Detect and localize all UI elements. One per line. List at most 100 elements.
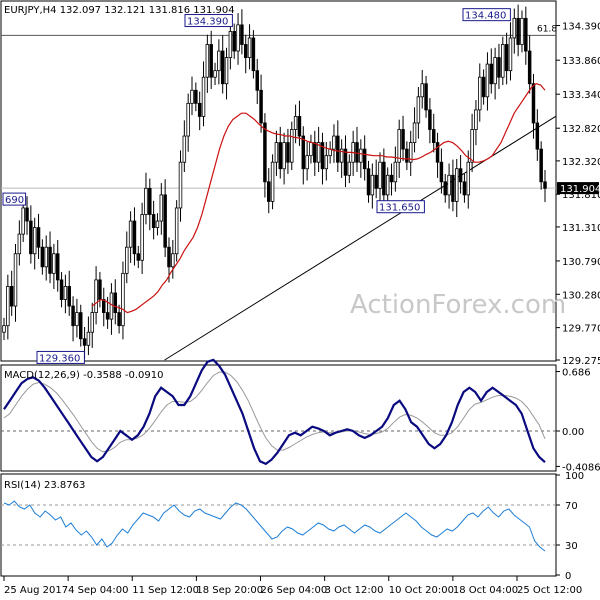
candle — [370, 163, 375, 209]
candle-body — [174, 207, 179, 255]
price-axis-tick-label: 132.320 — [562, 157, 600, 168]
candle-body — [52, 253, 56, 274]
candle-body — [462, 181, 467, 196]
candle-body — [397, 129, 401, 163]
candle — [259, 74, 263, 133]
candle-body — [247, 37, 252, 58]
candle-body — [504, 44, 509, 72]
candle — [236, 13, 240, 65]
candle-body — [163, 194, 167, 248]
candle — [458, 155, 463, 194]
candle-body — [109, 292, 114, 320]
candle — [343, 135, 348, 188]
candle-body — [501, 44, 505, 78]
x-axis-tick-label: 18 Sep 20:00 — [196, 585, 263, 596]
candle — [40, 239, 45, 275]
x-axis-tick-label: 4 Sep 04:00 — [68, 585, 128, 596]
candle-body — [324, 155, 329, 170]
candle — [336, 120, 340, 173]
candle — [481, 69, 486, 105]
candle-body — [443, 181, 447, 196]
candle-body — [447, 174, 451, 196]
candle — [378, 152, 382, 205]
candle-body — [40, 246, 45, 268]
candle-body — [539, 148, 543, 183]
candle-body — [178, 161, 183, 209]
price-axis-tick-label: 134.390 — [562, 22, 600, 33]
candle — [320, 132, 325, 185]
candle — [504, 32, 509, 85]
candle — [520, 10, 524, 53]
candle-body — [75, 312, 79, 327]
candle-body — [220, 50, 225, 85]
rsi-axis-tick-label: 70 — [565, 501, 578, 512]
candle — [213, 62, 217, 86]
candle-body — [431, 129, 436, 143]
candle — [52, 243, 56, 290]
candle-body — [194, 89, 198, 104]
candle — [186, 93, 190, 152]
candle-body — [48, 246, 52, 274]
candle-body — [274, 142, 279, 163]
macd-layer — [1, 358, 556, 466]
candle — [462, 173, 467, 203]
candle — [21, 200, 25, 242]
candle — [316, 126, 321, 173]
candle-body — [121, 272, 125, 327]
macd-axis-tick-label: -0.4086 — [562, 462, 600, 473]
candle-body — [201, 76, 206, 117]
candle — [474, 100, 478, 146]
price-annotation-box — [462, 8, 511, 22]
candle — [32, 217, 37, 270]
candle — [140, 202, 144, 275]
candle — [501, 36, 505, 86]
candle-body — [374, 174, 378, 189]
price-axis-tick-label: 131.810 — [562, 190, 600, 201]
candle — [489, 48, 494, 94]
candle-body — [466, 161, 471, 196]
candle-body — [125, 246, 129, 274]
moving-average-line — [91, 83, 546, 314]
candle-body — [497, 57, 501, 78]
candle — [267, 168, 271, 214]
candle — [144, 172, 148, 225]
candle — [247, 24, 252, 70]
candle-body — [197, 102, 202, 117]
rsi-layer — [1, 500, 556, 552]
candle-body — [94, 279, 98, 313]
candle — [55, 240, 60, 292]
candle — [531, 73, 536, 139]
candle — [220, 35, 225, 94]
candle-body — [531, 83, 536, 124]
candle-body — [190, 89, 194, 104]
x-axis-tick-label: 25 Oct 12:00 — [517, 585, 582, 596]
price-title: EURJPY,H4 132.097 132.121 131.816 131.90… — [4, 5, 235, 16]
candle — [374, 159, 378, 199]
candle-body — [282, 142, 286, 170]
candle-body — [25, 207, 29, 222]
candle — [263, 113, 267, 198]
x-axis-tick-label: 10 Oct 20:00 — [389, 585, 454, 596]
x-axis-tick-label: 26 Sep 04:00 — [261, 585, 328, 596]
candle-body — [205, 44, 210, 78]
candle — [270, 154, 275, 210]
candle-body — [359, 148, 363, 163]
candle — [313, 130, 317, 176]
candle-body — [105, 312, 110, 320]
candle — [182, 120, 187, 173]
candle-body — [293, 116, 298, 130]
candle-body — [240, 24, 244, 45]
candle-body — [478, 76, 482, 111]
candle-body — [186, 102, 190, 137]
candle — [86, 316, 91, 356]
candle — [78, 304, 83, 347]
candle — [497, 43, 501, 89]
candle — [48, 231, 52, 284]
candle — [224, 47, 229, 100]
last-price-badge-label: 131.904 — [560, 184, 600, 195]
candle-body — [117, 312, 121, 327]
candle — [524, 6, 528, 65]
candle — [401, 115, 405, 161]
candle-body — [209, 44, 213, 78]
candle-body — [44, 246, 48, 268]
